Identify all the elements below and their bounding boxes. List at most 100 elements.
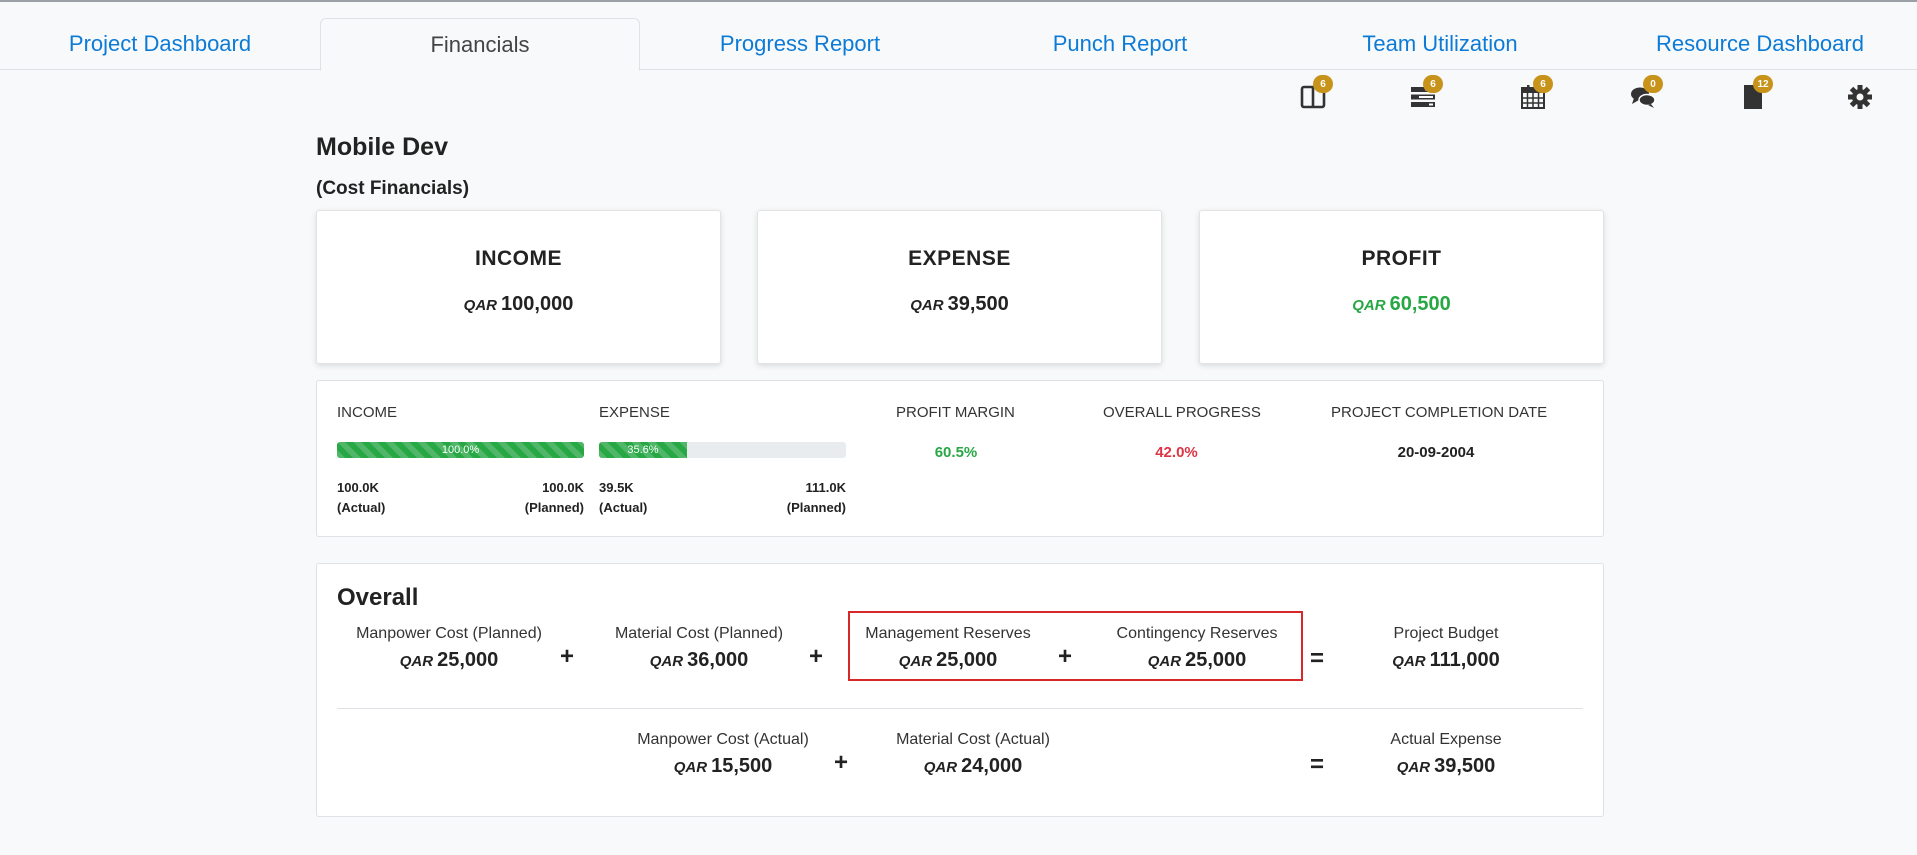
income-value: 100,000 <box>501 293 574 315</box>
file-button[interactable]: 12 <box>1733 75 1773 114</box>
cost-label: Material Cost (Actual) <box>896 731 1050 748</box>
completion-date-value: 20-09-2004 <box>1397 444 1475 461</box>
cost-label: Management Reserves <box>865 625 1031 642</box>
cost-label: Contingency Reserves <box>1116 625 1278 642</box>
expense-actual-tag: (Actual) <box>599 500 648 515</box>
badge-count: 6 <box>1313 75 1333 93</box>
badge-count: 12 <box>1753 75 1773 93</box>
settings-button[interactable] <box>1840 80 1880 114</box>
expense-value: 39,500 <box>947 293 1009 315</box>
cost-label: Material Cost (Planned) <box>614 625 784 642</box>
currency-label: QAR <box>1392 653 1426 670</box>
profit-card-amount: QAR 60,500 <box>1200 293 1603 316</box>
overall-panel <box>316 563 1604 817</box>
plus-operator: + <box>809 643 824 670</box>
row-divider <box>337 708 1583 709</box>
tab-punch-report[interactable]: Punch Report <box>1052 31 1188 56</box>
cost-label: Actual Expense <box>1390 731 1502 748</box>
cost-amount: QAR 39,500 <box>1346 755 1546 778</box>
plus-operator: + <box>1058 643 1073 670</box>
currency-label: QAR <box>898 653 933 670</box>
overall-title: Overall <box>337 584 419 611</box>
comments-button[interactable]: 0 <box>1623 75 1663 114</box>
columns-button[interactable]: 6 <box>1293 75 1333 114</box>
expense-card: EXPENSE QAR 39,500 <box>757 210 1162 364</box>
income-card-amount: QAR 100,000 <box>317 293 720 316</box>
equals-operator: = <box>1310 751 1325 778</box>
currency-label: QAR <box>649 653 684 670</box>
cost-value: 36,000 <box>687 649 749 671</box>
expense-progress-bar: 35.6% <box>599 442 846 458</box>
overall-progress-value: 42.0% <box>1155 444 1198 461</box>
expense-planned: 111.0K (Planned) <box>766 478 846 518</box>
badge-count: 0 <box>1643 75 1663 93</box>
currency-label: QAR <box>923 759 958 776</box>
actual-expense: Actual Expense QAR 39,500 <box>1346 731 1546 778</box>
expense-stat-label: EXPENSE <box>599 404 670 421</box>
expense-planned-value: 111.0K <box>805 480 847 495</box>
cost-value: 111,000 <box>1429 649 1500 671</box>
profit-card: PROFIT QAR 60,500 <box>1199 210 1604 364</box>
income-card-label: INCOME <box>475 247 562 270</box>
income-progress-bar: 100.0% <box>337 442 584 458</box>
income-stat-label: INCOME <box>337 404 397 421</box>
reserves-highlight-box <box>848 611 1303 681</box>
project-title: Mobile Dev <box>316 133 448 161</box>
tab-resource-dashboard[interactable]: Resource Dashboard <box>1656 31 1864 56</box>
equals-operator: = <box>1310 645 1325 672</box>
expense-actual: 39.5K (Actual) <box>599 478 647 518</box>
expense-card-label: EXPENSE <box>908 247 1011 270</box>
currency-label: QAR <box>910 297 944 314</box>
expense-planned-tag: (Planned) <box>786 500 846 515</box>
tasks-button[interactable]: 6 <box>1403 75 1443 114</box>
cost-value: 25,000 <box>1185 649 1247 671</box>
income-planned-value: 100.0K <box>542 480 584 495</box>
cost-label: Project Budget <box>1393 625 1499 642</box>
cost-value: 39,500 <box>1434 755 1496 777</box>
profit-margin-label: PROFIT MARGIN <box>896 404 1015 421</box>
cost-label: Manpower Cost (Actual) <box>637 731 809 748</box>
cost-amount: QAR 111,000 <box>1346 649 1546 672</box>
income-actual-value: 100.0K <box>337 480 379 495</box>
page-subtitle: (Cost Financials) <box>316 178 470 199</box>
manpower-cost-actual: Manpower Cost (Actual) QAR 15,500 <box>623 731 823 778</box>
currency-label: QAR <box>399 653 434 670</box>
tab-bar: Project Dashboard Financials Progress Re… <box>0 18 1917 71</box>
income-actual: 100.0K (Actual) <box>337 478 385 518</box>
manpower-cost-planned: Manpower Cost (Planned) QAR 25,000 <box>349 625 549 672</box>
cost-value: 25,000 <box>437 649 499 671</box>
cost-amount: QAR 25,000 <box>848 649 1048 672</box>
currency-label: QAR <box>1396 759 1431 776</box>
plus-operator: + <box>560 643 575 670</box>
cost-amount: QAR 24,000 <box>873 755 1073 778</box>
cost-amount: QAR 25,000 <box>1097 649 1297 672</box>
expense-progress-fill: 35.6% <box>599 442 687 458</box>
cost-amount: QAR 25,000 <box>349 649 549 672</box>
currency-label: QAR <box>673 759 708 776</box>
currency-label: QAR <box>1352 297 1386 314</box>
income-actual-tag: (Actual) <box>337 500 386 515</box>
completion-date-label: PROJECT COMPLETION DATE <box>1331 404 1548 421</box>
profit-margin-value: 60.5% <box>934 444 978 461</box>
income-planned: 100.0K (Planned) <box>504 478 584 518</box>
tab-progress-report[interactable]: Progress Report <box>719 31 881 56</box>
income-planned-tag: (Planned) <box>524 500 584 515</box>
currency-label: QAR <box>1147 653 1182 670</box>
management-reserves: Management Reserves QAR 25,000 <box>848 625 1048 672</box>
income-card: INCOME QAR 100,000 <box>316 210 721 364</box>
tab-financials[interactable]: Financials <box>320 18 640 71</box>
tab-team-utilization[interactable]: Team Utilization <box>1362 31 1518 56</box>
overall-progress-label: OVERALL PROGRESS <box>1103 404 1261 421</box>
cost-amount: QAR 36,000 <box>599 649 799 672</box>
badge-count: 6 <box>1533 75 1553 93</box>
currency-label: QAR <box>463 297 498 314</box>
calendar-button[interactable]: 6 <box>1513 75 1553 114</box>
profit-card-label: PROFIT <box>1361 247 1442 270</box>
profit-value: 60,500 <box>1389 293 1451 315</box>
cost-value: 24,000 <box>961 755 1023 777</box>
tab-project-dashboard[interactable]: Project Dashboard <box>68 31 252 56</box>
stats-panel <box>316 380 1604 537</box>
income-progress-fill: 100.0% <box>337 442 584 458</box>
cost-value: 25,000 <box>936 649 998 671</box>
comments-icon <box>1631 87 1656 108</box>
